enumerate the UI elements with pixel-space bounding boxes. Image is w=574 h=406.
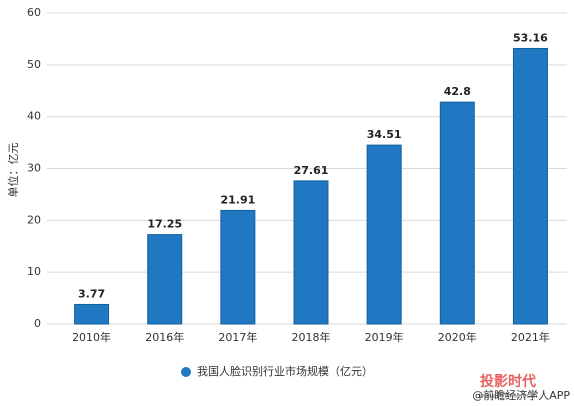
y-tick-label: 30 [27,162,41,175]
bar [439,101,475,325]
legend-label: 我国人脸识别行业市场规模（亿元） [197,364,373,378]
value-label: 3.77 [78,287,105,300]
x-tick-label: 2016年 [145,330,184,344]
bar [366,144,402,325]
x-tick-label: 2021年 [511,330,550,344]
bar [220,209,256,325]
y-tick-label: 10 [27,265,41,278]
legend-marker [181,367,191,377]
bar [74,303,110,325]
y-tick-label: 0 [34,317,41,330]
value-label: 21.91 [220,193,255,206]
value-label: 53.16 [513,31,548,44]
x-tick-label: 2017年 [218,330,257,344]
y-tick-label: 50 [27,58,41,71]
watermark: @前瞻经济学人APP [472,388,570,402]
x-tick-label: 2019年 [365,330,404,344]
bar [293,180,329,325]
value-label: 17.25 [147,218,182,231]
y-axis-label: 单位：亿元 [6,143,20,198]
value-label: 34.51 [367,128,402,141]
watermark: www.PjTime.com [478,392,537,400]
y-tick-label: 20 [27,213,41,226]
x-tick-label: 2010年 [72,330,111,344]
value-label: 42.8 [444,85,471,98]
bar [147,234,183,325]
y-tick-label: 40 [27,110,41,123]
watermark: 投影时代 [480,373,536,390]
x-tick-label: 2018年 [292,330,331,344]
y-tick-label: 60 [27,6,41,19]
x-tick-label: 2020年 [438,330,477,344]
value-label: 27.61 [294,164,329,177]
bar [512,47,548,325]
